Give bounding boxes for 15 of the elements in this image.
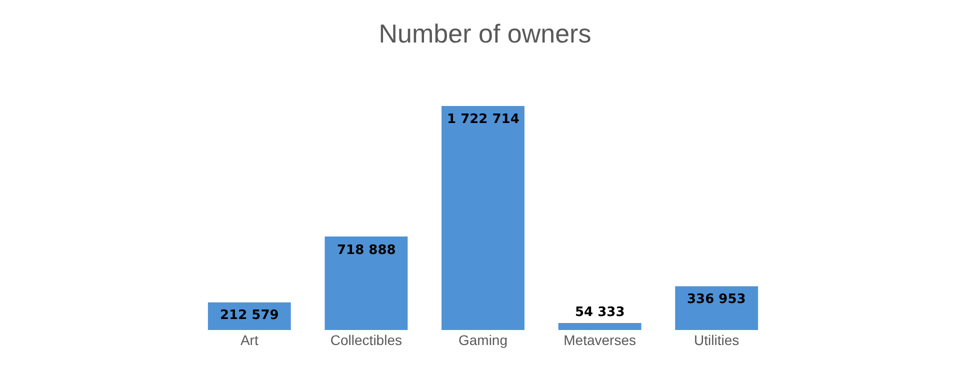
x-tick-label: Metaverses [564,332,636,348]
x-tick-label: Art [240,332,258,348]
x-tick-label: Utilities [694,332,740,348]
x-tick-label: Gaming [458,332,508,348]
bar [675,286,758,330]
bar [442,106,524,330]
data-label: 1 722 714 [447,112,520,127]
chart-title: Number of owners [378,18,592,48]
x-tick-label: Collectibles [330,332,402,348]
bar [558,322,642,330]
data-label: 336 953 [687,292,746,307]
data-label: 718 888 [337,243,396,258]
bar [324,236,408,330]
data-label: 54 333 [575,305,625,320]
data-label: 212 579 [220,308,279,323]
